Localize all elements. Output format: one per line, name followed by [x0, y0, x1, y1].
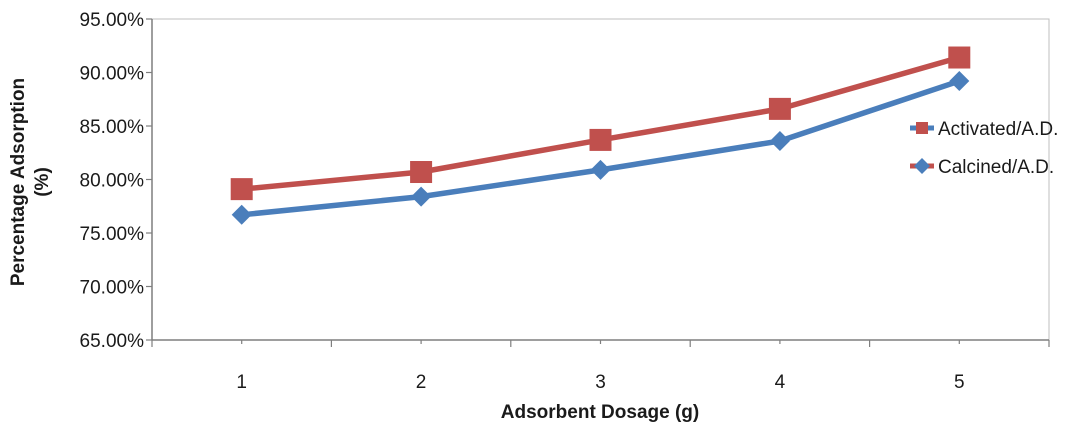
y-tick-label: 75.00%	[80, 224, 145, 245]
data-point-marker	[769, 130, 790, 151]
x-tick-label: 4	[775, 372, 786, 393]
data-point-marker	[590, 159, 611, 180]
y-tick-label: 85.00%	[80, 117, 145, 138]
y-tick-label: 95.00%	[80, 10, 145, 31]
data-point-marker	[768, 97, 791, 120]
data-point-marker	[589, 128, 612, 151]
x-tick-label: 2	[416, 372, 427, 393]
y-tick-label: 65.00%	[80, 331, 145, 352]
y-tick-label: 70.00%	[80, 278, 145, 299]
data-point-marker	[411, 186, 432, 207]
y-axis-ticks: 65.00% 70.00% 75.00% 80.00% 85.00% 90.00% 95.0…	[80, 10, 152, 352]
y-axis-title-unit: (%)	[32, 167, 53, 197]
legend-label: Calcined/A.D.	[938, 157, 1054, 178]
series-group	[230, 46, 971, 225]
x-tick-label: 5	[954, 372, 965, 393]
y-axis-title: Percentage Adsorption	[8, 78, 29, 286]
data-point-marker	[410, 161, 433, 184]
data-point-marker	[949, 71, 970, 92]
data-point-marker	[231, 204, 252, 225]
data-point-marker	[948, 46, 971, 69]
y-tick-label: 80.00%	[80, 171, 145, 192]
x-axis-title: Adsorbent Dosage (g)	[501, 402, 699, 423]
legend: Activated/A.D. Calcined/A.D.	[910, 119, 1058, 178]
legend-label: Activated/A.D.	[938, 119, 1058, 140]
data-point-marker	[230, 178, 253, 201]
legend-marker	[916, 122, 928, 134]
x-tick-label: 1	[236, 372, 247, 393]
legend-marker	[914, 158, 930, 174]
x-tick-label: 3	[595, 372, 606, 393]
x-axis-ticks: 1 2 3 4 5	[151, 340, 1050, 393]
y-tick-label: 90.00%	[80, 64, 145, 85]
